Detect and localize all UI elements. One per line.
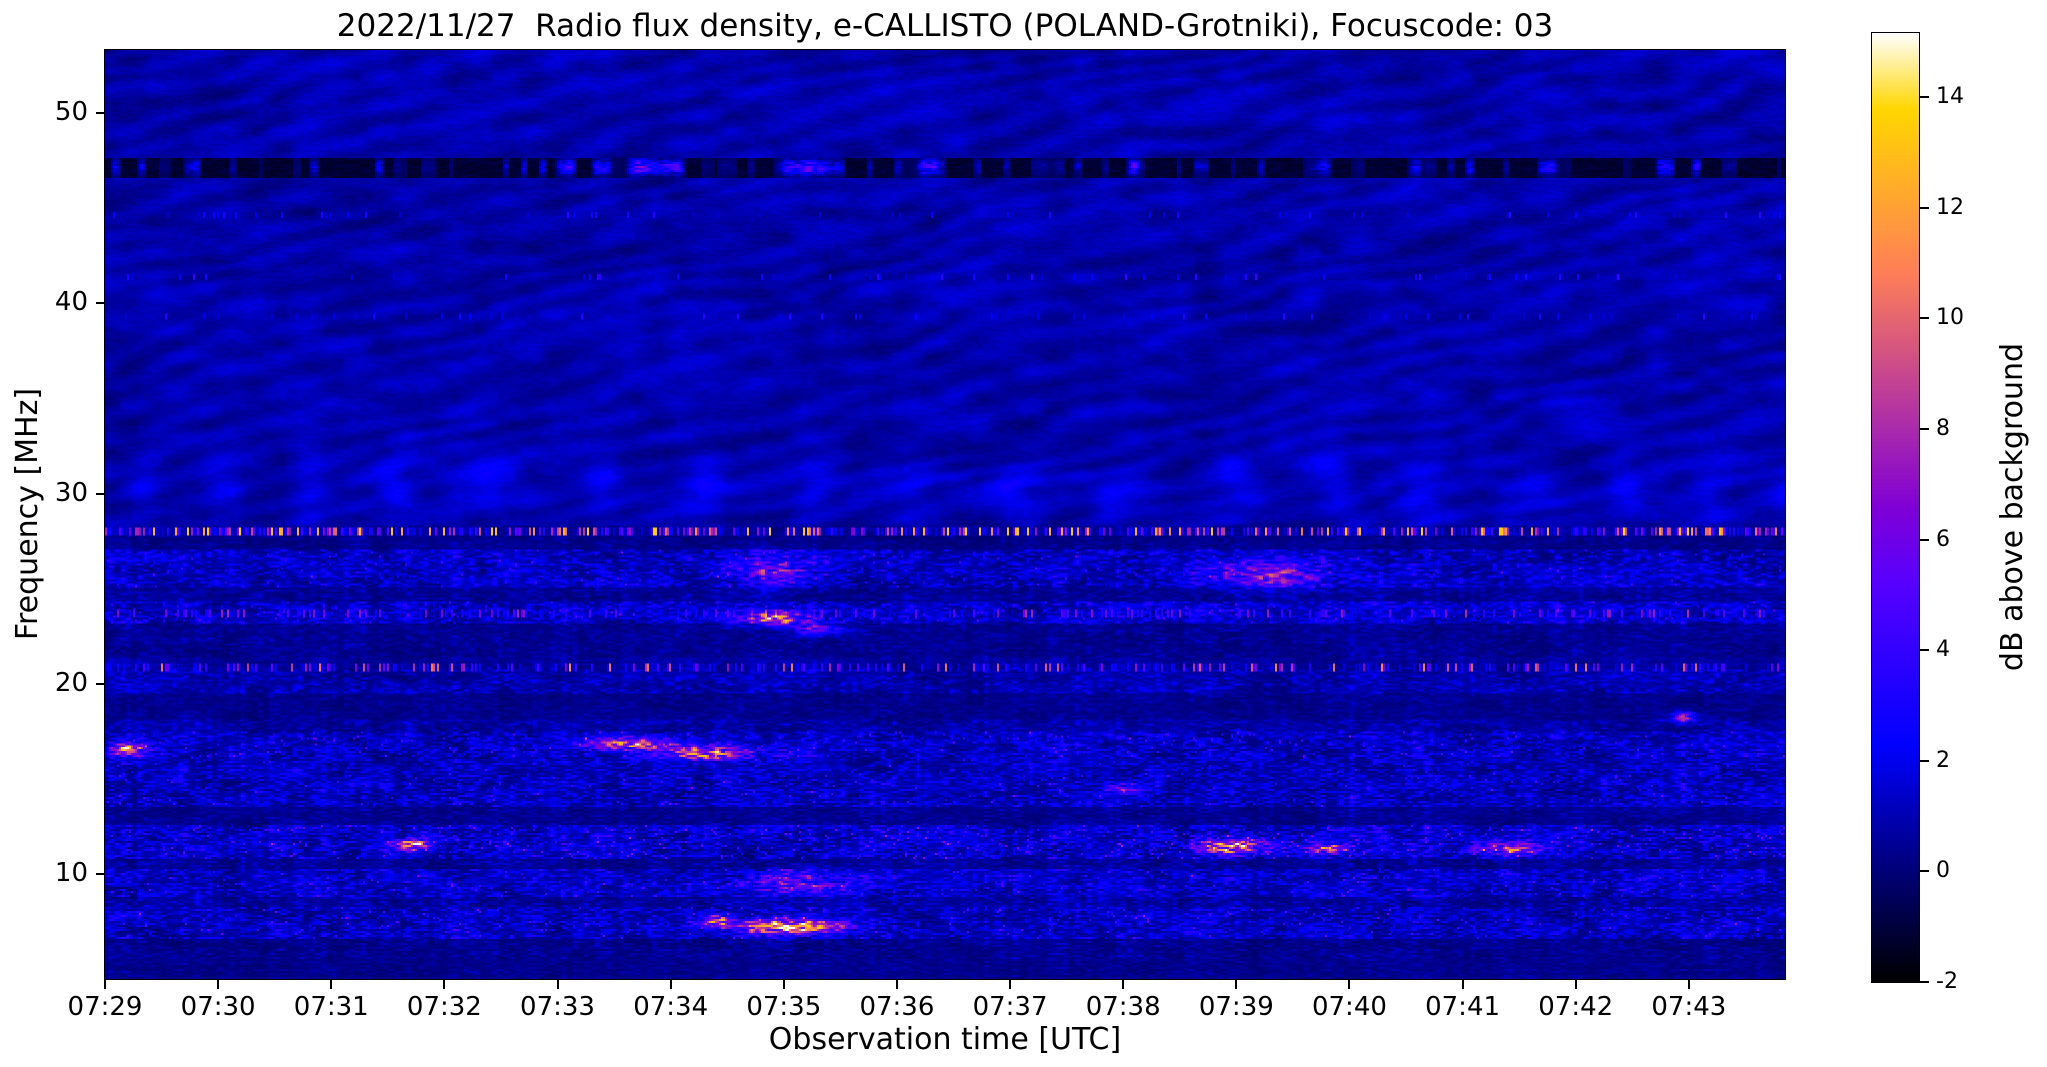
colorbar-tick-label: 12 [1936, 194, 1964, 220]
x-tick-mark [443, 980, 446, 989]
y-tick-mark [96, 302, 105, 305]
colorbar-tick-mark [1920, 317, 1929, 320]
spectrogram-canvas [105, 50, 1785, 979]
x-tick-label: 07:40 [1311, 992, 1387, 1022]
x-tick-label: 07:36 [859, 992, 935, 1022]
x-tick-mark [217, 980, 220, 989]
x-tick-mark [1348, 980, 1351, 989]
colorbar-tick-mark [1920, 96, 1929, 99]
colorbar-tick-label: -2 [1936, 969, 1958, 994]
chart-title: 2022/11/27 Radio flux density, e-CALLIST… [336, 8, 1554, 44]
colorbar-canvas [1872, 33, 1919, 982]
colorbar-tick-label: 2 [1936, 747, 1950, 773]
x-tick-label: 07:32 [406, 992, 482, 1022]
x-tick-label: 07:30 [180, 992, 256, 1022]
x-tick-label: 07:35 [746, 992, 822, 1022]
x-tick-label: 07:39 [1198, 992, 1274, 1022]
x-tick-label: 07:29 [67, 992, 143, 1022]
y-axis-label: Frequency [MHz] [10, 387, 45, 641]
x-tick-mark [556, 980, 559, 989]
x-tick-label: 07:43 [1651, 992, 1727, 1022]
x-tick-mark [1235, 980, 1238, 989]
y-tick-label: 40 [54, 287, 88, 318]
x-tick-label: 07:37 [972, 992, 1048, 1022]
x-tick-mark [1461, 980, 1464, 989]
x-tick-label: 07:31 [293, 992, 369, 1022]
x-tick-mark [1574, 980, 1577, 989]
x-tick-mark [782, 980, 785, 989]
y-tick-label: 10 [54, 858, 88, 889]
x-tick-mark [895, 980, 898, 989]
y-tick-label: 20 [54, 667, 88, 698]
x-tick-label: 07:41 [1425, 992, 1501, 1022]
x-tick-mark [104, 980, 106, 989]
y-tick-mark [96, 873, 105, 876]
colorbar [1872, 33, 1919, 982]
x-tick-label: 07:38 [1085, 992, 1161, 1022]
colorbar-tick-label: 14 [1936, 84, 1964, 110]
colorbar-tick-label: 4 [1936, 637, 1950, 663]
x-tick-mark [1009, 980, 1012, 989]
x-tick-mark [669, 980, 672, 989]
x-tick-label: 07:42 [1538, 992, 1614, 1022]
colorbar-tick-label: 0 [1936, 858, 1950, 884]
colorbar-tick-mark [1920, 649, 1929, 652]
x-tick-label: 07:34 [633, 992, 709, 1022]
colorbar-tick-label: 6 [1936, 526, 1950, 552]
x-tick-label: 07:33 [520, 992, 595, 1022]
colorbar-tick-mark [1920, 981, 1929, 983]
y-tick-mark [96, 682, 105, 685]
y-tick-mark [96, 492, 105, 495]
x-axis-label: Observation time [UTC] [768, 1022, 1122, 1057]
colorbar-tick-mark [1920, 427, 1929, 430]
colorbar-tick-mark [1920, 538, 1929, 541]
y-tick-label: 30 [54, 477, 88, 508]
colorbar-tick-mark [1920, 759, 1929, 762]
x-tick-mark [1687, 980, 1690, 989]
x-tick-mark [1122, 980, 1125, 989]
colorbar-label: dB above background [1995, 342, 2030, 672]
spectrogram-plot-area [105, 50, 1785, 979]
colorbar-tick-mark [1920, 870, 1929, 873]
colorbar-tick-mark [1920, 206, 1929, 209]
x-tick-mark [330, 980, 333, 989]
y-tick-mark [96, 111, 105, 114]
y-tick-label: 50 [54, 96, 88, 127]
colorbar-tick-label: 10 [1936, 305, 1964, 331]
colorbar-tick-label: 8 [1936, 415, 1950, 441]
